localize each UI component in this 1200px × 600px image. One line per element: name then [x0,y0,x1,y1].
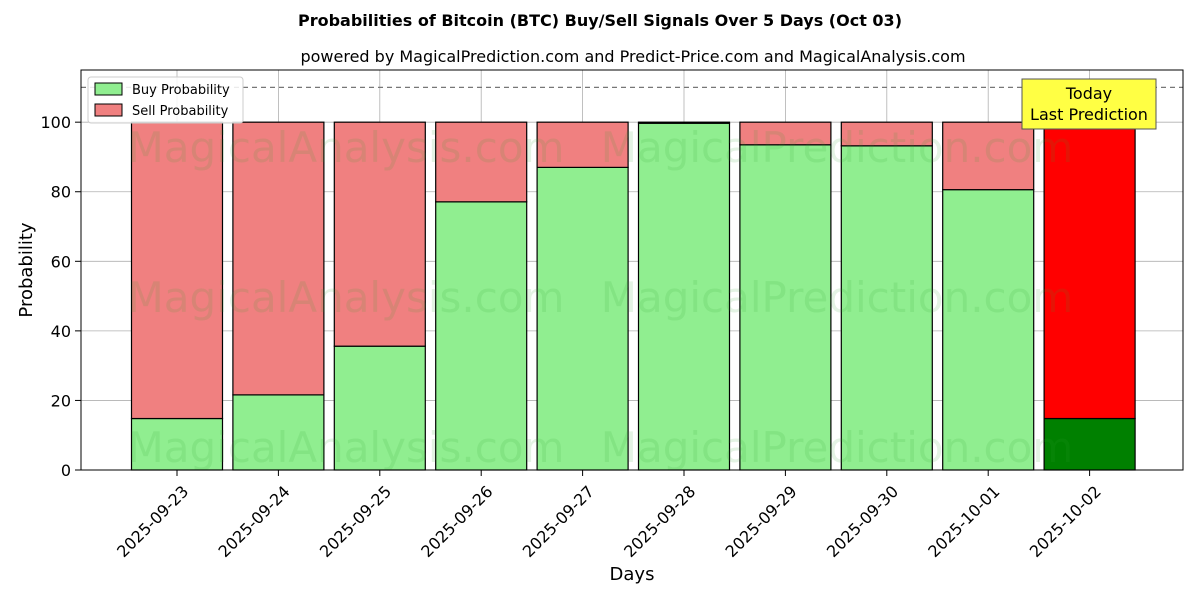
x-tick-label: 2025-09-30 [823,482,902,561]
buy-bar [1043,417,1136,471]
legend-buy-label: Buy Probability [132,83,230,98]
y-tick-label: 40 [51,322,71,341]
buy-bar [840,145,933,471]
y-tick-label: 0 [61,461,71,480]
buy-bar [435,201,528,471]
x-tick-label: 2025-09-23 [113,482,192,561]
y-tick-label: 60 [51,252,71,271]
sell-bar [840,121,933,147]
watermark-text: MagicalPrediction.com [601,423,1074,472]
y-axis-label: Probability [16,222,37,317]
sell-bar [942,121,1035,191]
x-tick-layer: 2025-09-23 2025-09-24 2025-09-25 2025-09-26… [113,470,1105,561]
legend-box [87,76,244,124]
watermark-text: MagicalPrediction.com [601,123,1074,172]
x-tick-label: 2025-10-01 [924,482,1003,561]
today-box [1021,78,1157,130]
watermark-text: MagicalAnalysis.com [128,273,565,322]
x-tick-label: 2025-09-27 [519,482,598,561]
y-tick-label: 20 [51,391,71,410]
sell-bar [536,121,629,168]
legend-sell-label: Sell Probability [132,104,229,119]
watermark-text: MagicalAnalysis.com [128,123,565,172]
y-tick-label: 100 [40,113,71,132]
sell-bar [333,121,426,347]
chart-title: Probabilities of Bitcoin (BTC) Buy/Sell … [298,11,902,30]
sell-bar [637,121,731,124]
watermark-layer: MagicalAnalysis.com MagicalPrediction.com… [128,123,1074,472]
sell-bar [232,121,325,396]
chart-subtitle: powered by MagicalPrediction.com and Pre… [300,47,965,66]
buy-bar [333,345,426,471]
last-prediction-label: Last Prediction [1030,105,1148,124]
x-tick-label: 2025-10-02 [1026,482,1105,561]
sell-bar [435,121,528,203]
x-axis-label: Days [610,564,655,585]
y-tick-label: 80 [51,183,71,202]
sell-bar [130,121,224,420]
sell-bar [1043,121,1136,420]
legend-sell-swatch [94,103,123,117]
legend-buy-swatch [94,82,123,96]
sell-bar [739,121,832,146]
today-annotation: Today Last Prediction [1021,78,1157,130]
x-tick-label: 2025-09-29 [722,482,801,561]
x-tick-label: 2025-09-24 [215,482,294,561]
x-tick-label: 2025-09-28 [620,482,699,561]
buy-bar [536,166,629,471]
legend: Buy Probability Sell Probability [87,76,244,124]
y-tick-layer: 0 20 40 60 80 100 [40,113,81,480]
x-tick-label: 2025-09-26 [417,482,496,561]
buy-bar [739,144,832,471]
buy-bar [637,122,731,471]
watermark-text: MagicalAnalysis.com [128,423,565,472]
bars-layer [130,121,1136,471]
x-tick-label: 2025-09-25 [316,482,395,561]
today-label: Today [1065,84,1112,103]
buy-bar [942,189,1035,471]
plot-frame [80,69,1184,471]
watermark-text: MagicalPrediction.com [601,273,1074,322]
